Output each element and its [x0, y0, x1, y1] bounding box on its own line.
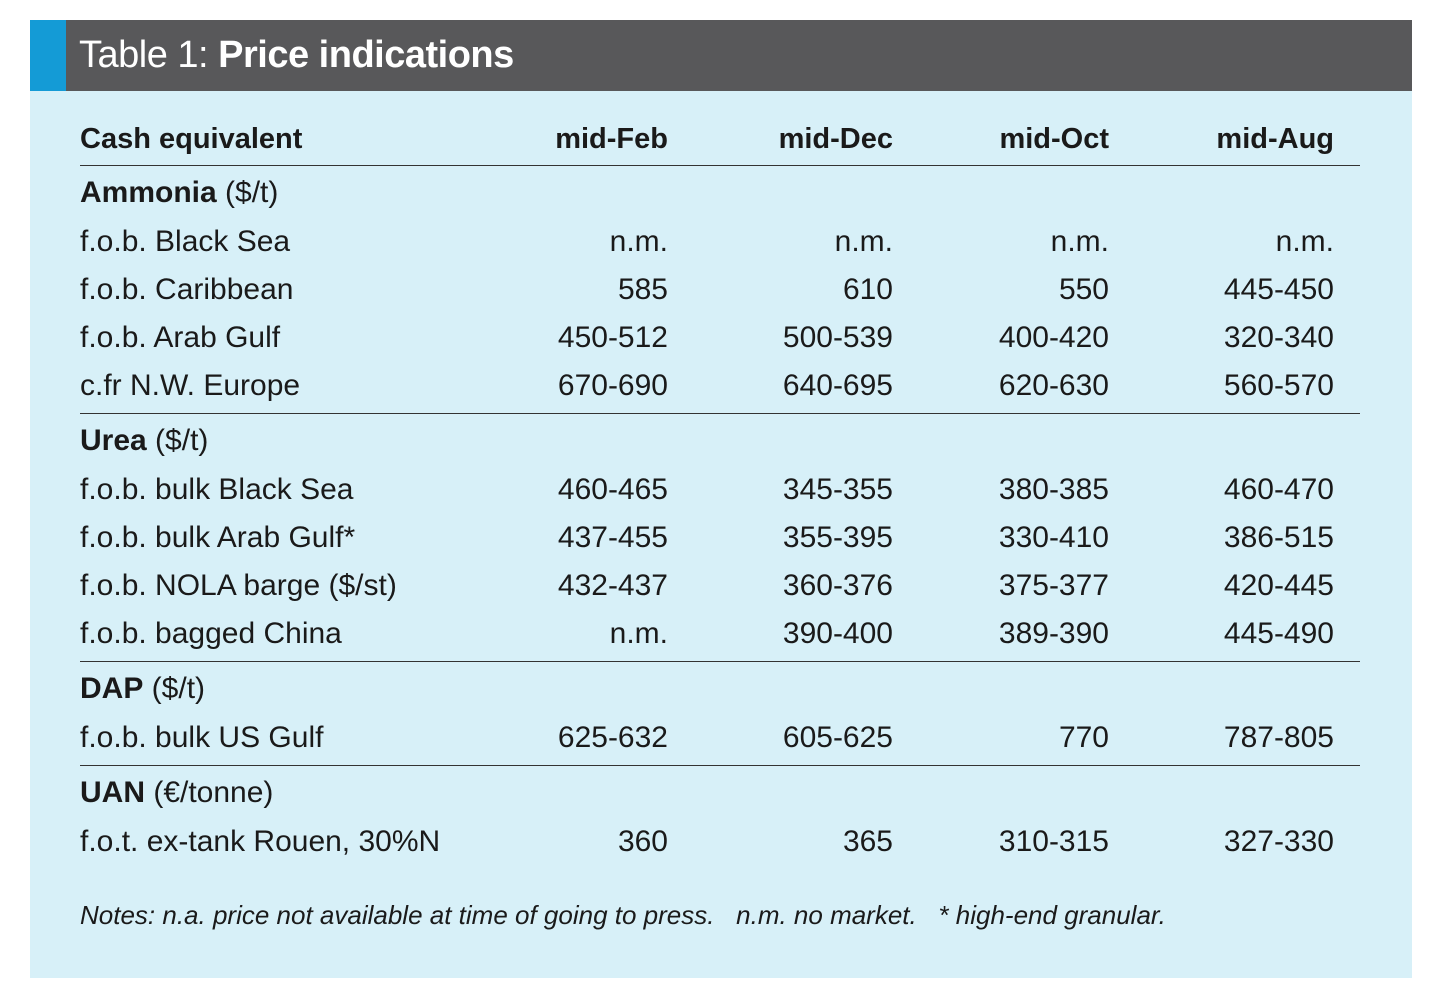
table-cell: 327-330 [1223, 825, 1334, 858]
table-cell: 460-465 [557, 473, 668, 506]
section-heading-uan: UAN (€/tonne) [80, 768, 1360, 818]
column-header: mid-Feb [555, 122, 668, 155]
table-row: f.o.t. ex-tank Rouen, 30%N 360 365 310-3… [80, 818, 1360, 866]
section-heading-dap: DAP ($/t) [80, 664, 1360, 714]
table-row: f.o.b. bulk Arab Gulf* 437-455 355-395 3… [80, 514, 1360, 562]
table-cell: 445-450 [1223, 273, 1334, 306]
table-header-row: Cash equivalent mid-Feb mid-Dec mid-Oct … [80, 116, 1360, 162]
table-cell: 432-437 [557, 569, 668, 602]
row-label: c.fr N.W. Europe [80, 369, 301, 402]
table-cell: 390-400 [782, 617, 893, 650]
table-title-main: Price indications [218, 34, 514, 76]
table-cell: 640-695 [782, 369, 893, 402]
table-cell: 310-315 [998, 825, 1109, 858]
table-row: f.o.b. bulk Black Sea 460-465 345-355 38… [80, 466, 1360, 514]
table-cell: 605-625 [782, 721, 893, 754]
section-name: Urea [80, 424, 147, 457]
table-cell: 345-355 [782, 473, 893, 506]
divider [80, 413, 1360, 414]
title-accent-bar [30, 20, 66, 91]
table-cell: n.m. [609, 225, 668, 258]
table-cell: 360 [617, 825, 668, 858]
table-cell: n.m. [834, 225, 893, 258]
table-title: Table 1: Price indications [79, 20, 514, 91]
table-cell: 389-390 [998, 617, 1109, 650]
row-label: f.o.b. Black Sea [80, 225, 291, 258]
column-header: mid-Dec [778, 122, 893, 155]
row-label: f.o.b. Arab Gulf [80, 321, 281, 354]
table-cell: n.m. [1050, 225, 1109, 258]
table-cell: 355-395 [782, 521, 893, 554]
table-cell: 610 [842, 273, 893, 306]
section-unit: ($/t) [143, 672, 206, 705]
divider [80, 165, 1360, 166]
section-unit: (€/tonne) [145, 776, 274, 809]
section-heading-urea: Urea ($/t) [80, 416, 1360, 466]
table-cell: 365 [842, 825, 893, 858]
table-cell: 320-340 [1223, 321, 1334, 354]
table-cell: 620-630 [998, 369, 1109, 402]
row-label: f.o.b. NOLA barge ($/st) [80, 569, 397, 602]
table-cell: 560-570 [1223, 369, 1334, 402]
table-row: f.o.b. NOLA barge ($/st) 432-437 360-376… [80, 562, 1360, 610]
table-cell: 360-376 [782, 569, 893, 602]
price-table-panel: Table 1: Price indications [30, 20, 1412, 978]
table-cell: 625-632 [557, 721, 668, 754]
table-notes: Notes: n.a. price not available at time … [80, 900, 1166, 930]
table-row: f.o.b. Arab Gulf 450-512 500-539 400-420… [80, 314, 1360, 362]
table-cell: 437-455 [557, 521, 668, 554]
table-cell: 330-410 [998, 521, 1109, 554]
row-label: f.o.b. bagged China [80, 617, 342, 650]
table-row: f.o.b. bulk US Gulf 625-632 605-625 770 … [80, 714, 1360, 762]
row-label: f.o.t. ex-tank Rouen, 30%N [80, 825, 441, 858]
table-cell: 375-377 [998, 569, 1109, 602]
row-label: f.o.b. Caribbean [80, 273, 294, 306]
divider [80, 661, 1360, 662]
divider [80, 765, 1360, 766]
table-cell: n.m. [1275, 225, 1334, 258]
table-cell: 450-512 [557, 321, 668, 354]
price-table: Cash equivalent mid-Feb mid-Dec mid-Oct … [80, 116, 1360, 866]
row-label: f.o.b. bulk Arab Gulf* [80, 521, 356, 554]
table-row: f.o.b. bagged China n.m. 390-400 389-390… [80, 610, 1360, 658]
section-unit: ($/t) [146, 424, 209, 457]
table-cell: 386-515 [1223, 521, 1334, 554]
table-row: f.o.b. Black Sea n.m. n.m. n.m. n.m. [80, 218, 1360, 266]
table-cell: 550 [1058, 273, 1109, 306]
section-name: UAN [80, 776, 145, 809]
table-cell: n.m. [609, 617, 668, 650]
section-unit: ($/t) [216, 176, 279, 209]
header-label: Cash equivalent [80, 122, 303, 155]
row-label: f.o.b. bulk US Gulf [80, 721, 324, 754]
table-cell: 445-490 [1223, 617, 1334, 650]
section-name: DAP [80, 672, 144, 705]
table-cell: 585 [617, 273, 668, 306]
row-label: f.o.b. bulk Black Sea [80, 473, 354, 506]
table-cell: 670-690 [557, 369, 668, 402]
table-cell: 420-445 [1223, 569, 1334, 602]
table-cell: 770 [1058, 721, 1109, 754]
table-cell: 380-385 [998, 473, 1109, 506]
table-cell: 400-420 [998, 321, 1109, 354]
table-cell: 500-539 [782, 321, 893, 354]
table-cell: 460-470 [1223, 473, 1334, 506]
table-row: c.fr N.W. Europe 670-690 640-695 620-630… [80, 362, 1360, 410]
section-name: Ammonia [80, 176, 217, 209]
table-title-prefix: Table 1: [79, 34, 219, 76]
table-row: f.o.b. Caribbean 585 610 550 445-450 [80, 266, 1360, 314]
column-header: mid-Aug [1216, 122, 1334, 155]
title-bar: Table 1: Price indications [30, 20, 1412, 91]
table-cell: 787-805 [1223, 721, 1334, 754]
section-heading-ammonia: Ammonia ($/t) [80, 168, 1360, 218]
column-header: mid-Oct [999, 122, 1109, 155]
